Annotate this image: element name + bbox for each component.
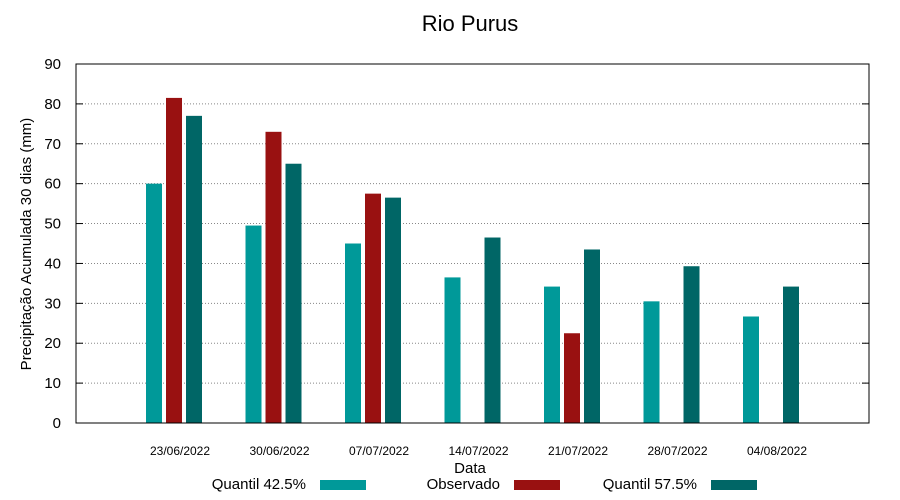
x-axis-label: Data xyxy=(454,460,486,477)
y-tick-label: 30 xyxy=(44,295,61,312)
x-tick-label: 28/07/2022 xyxy=(647,444,707,458)
y-tick-label: 80 xyxy=(44,96,61,113)
bar-quantil-57-5- xyxy=(385,197,401,423)
bar-quantil-42-5- xyxy=(643,301,660,423)
bar-observado xyxy=(365,193,381,423)
bar-quantil-42-5- xyxy=(444,277,461,423)
x-tick-label: 07/07/2022 xyxy=(349,444,409,458)
chart-title: Rio Purus xyxy=(422,11,519,36)
x-tick-label: 14/07/2022 xyxy=(448,444,508,458)
bar-quantil-57-5- xyxy=(186,115,202,423)
y-tick-label: 40 xyxy=(44,255,61,272)
y-tick-label: 70 xyxy=(44,136,61,153)
bars xyxy=(146,97,799,424)
x-tick-label: 21/07/2022 xyxy=(548,444,608,458)
grid-lines xyxy=(76,103,869,384)
x-tick-label: 23/06/2022 xyxy=(150,444,210,458)
y-tick-label: 10 xyxy=(44,375,61,392)
bar-quantil-57-5- xyxy=(783,286,799,423)
legend-swatch xyxy=(711,480,757,490)
y-tick-label: 0 xyxy=(53,415,61,432)
bar-quantil-42-5- xyxy=(245,225,262,423)
y-tick-label: 60 xyxy=(44,176,61,193)
plot-frame xyxy=(75,63,870,424)
bar-observado xyxy=(564,333,580,423)
bar-quantil-57-5- xyxy=(285,163,302,423)
bar-quantil-42-5- xyxy=(146,183,162,423)
x-axis-ticks: 23/06/2022 30/06/2022 07/07/2022 14/07/2022… xyxy=(150,444,807,458)
bar-observado xyxy=(166,97,182,424)
x-tick-label: 04/08/2022 xyxy=(747,444,807,458)
y-tick-label: 20 xyxy=(44,335,61,352)
legend: Quantil 42.5% Observado Quantil 57.5% xyxy=(212,476,757,493)
legend-swatch xyxy=(320,480,366,490)
bar-quantil-42-5- xyxy=(544,286,560,423)
x-tick-label: 30/06/2022 xyxy=(249,444,309,458)
bar-quantil-57-5- xyxy=(484,237,501,423)
bar-quantil-57-5- xyxy=(584,249,600,423)
y-tick-label: 50 xyxy=(44,216,61,233)
legend-swatch xyxy=(514,480,560,490)
legend-label: Observado xyxy=(427,476,500,493)
bar-observado xyxy=(265,131,282,424)
y-axis-ticks: 0 10 20 30 40 50 60 70 80 90 xyxy=(44,56,869,432)
bar-quantil-57-5- xyxy=(683,266,700,423)
y-tick-label: 90 xyxy=(44,56,61,73)
legend-label: Quantil 57.5% xyxy=(603,476,697,493)
y-axis-label: Precipitação Acumulada 30 dias (mm) xyxy=(18,118,35,371)
bar-quantil-42-5- xyxy=(345,243,361,423)
legend-label: Quantil 42.5% xyxy=(212,476,306,493)
bar-quantil-42-5- xyxy=(743,316,759,423)
